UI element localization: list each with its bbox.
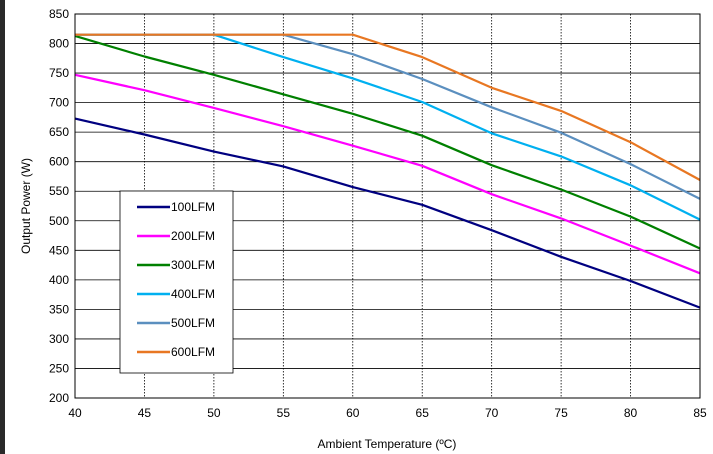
y-tick-label: 600 — [49, 155, 69, 169]
x-tick-label: 70 — [485, 406, 499, 420]
y-tick-label: 350 — [49, 302, 69, 316]
y-tick-label: 400 — [49, 273, 69, 287]
legend-label: 600LFM — [171, 345, 215, 359]
y-tick-label: 800 — [49, 37, 69, 51]
x-tick-label: 65 — [416, 406, 430, 420]
y-tick-label: 850 — [49, 7, 69, 21]
x-tick-label: 45 — [138, 406, 152, 420]
legend-label: 400LFM — [171, 287, 215, 301]
y-tick-label: 700 — [49, 96, 69, 110]
y-tick-labels: 200 250 300 350 400 450 500 550 600 650 700 750 800 8… — [49, 7, 69, 405]
y-tick-label: 200 — [49, 391, 69, 405]
y-tick-label: 650 — [49, 125, 69, 139]
x-tick-label: 55 — [277, 406, 291, 420]
x-tick-label: 80 — [624, 406, 638, 420]
x-tick-labels: 40 45 50 55 60 65 70 75 80 85 — [68, 406, 707, 420]
y-tick-label: 250 — [49, 361, 69, 375]
series-line-300lfm — [74, 34, 701, 250]
x-tick-label: 40 — [68, 406, 82, 420]
series-line-600lfm — [75, 33, 701, 181]
output-power-derating-chart: 200 250 300 350 400 450 500 550 600 650 700 750 800 8… — [19, 7, 707, 451]
series-line-100lfm — [74, 117, 701, 309]
legend-label: 200LFM — [171, 229, 215, 243]
y-tick-label: 500 — [49, 214, 69, 228]
plot-border — [74, 13, 701, 399]
y-tick-label: 550 — [49, 184, 69, 198]
x-tick-label: 50 — [207, 406, 221, 420]
legend-label: 300LFM — [171, 258, 215, 272]
x-tick-label: 75 — [554, 406, 568, 420]
legend-label: 100LFM — [171, 200, 215, 214]
x-tick-label: 85 — [693, 406, 707, 420]
x-tick-label: 60 — [346, 406, 360, 420]
y-tick-label: 300 — [49, 332, 69, 346]
x-axis-title: Ambient Temperature (ºC) — [318, 437, 457, 451]
y-axis-title: Output Power (W) — [19, 158, 33, 254]
legend-label: 500LFM — [171, 316, 215, 330]
series-lines — [74, 33, 701, 309]
series-line-200lfm — [74, 73, 701, 275]
legend: 100LFM 200LFM 300LFM 400LFM 500LFM 600LFM — [119, 190, 234, 374]
y-tick-label: 450 — [49, 243, 69, 257]
legend-box — [119, 190, 234, 374]
y-tick-label: 750 — [49, 66, 69, 80]
